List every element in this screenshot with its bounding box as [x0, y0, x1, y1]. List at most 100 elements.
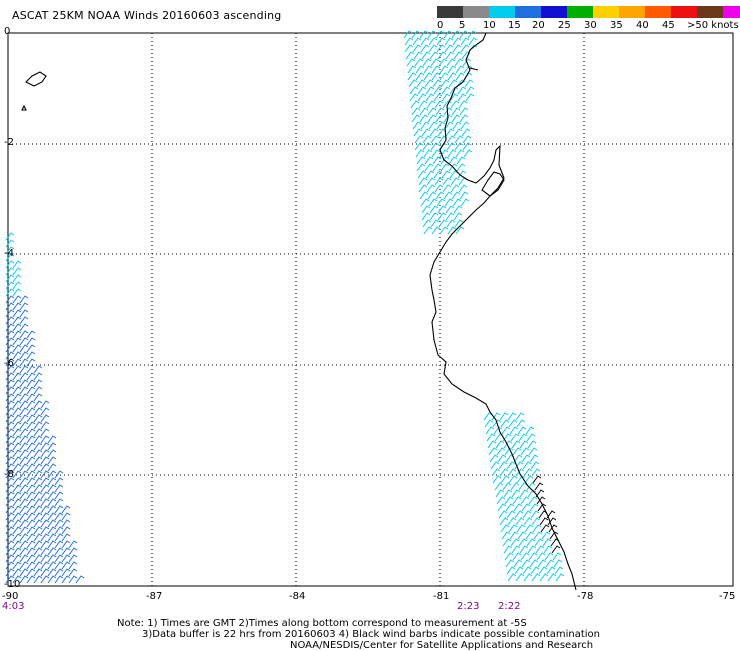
wind-barb [33, 400, 43, 409]
wind-barb [462, 58, 472, 67]
wind-barb [500, 419, 510, 428]
legend-label: 15 [508, 20, 521, 31]
wind-barb [451, 114, 461, 123]
wind-barb [492, 419, 502, 428]
wind-barb [26, 386, 36, 395]
wind-barb [506, 510, 516, 519]
wind-barb [40, 491, 50, 500]
wind-barb [519, 489, 529, 498]
wind-barb [447, 72, 457, 81]
wind-barb [12, 302, 22, 311]
lon-label: -75 [719, 591, 736, 602]
wind-barb [26, 512, 36, 521]
wind-barb [509, 531, 519, 540]
wind-barb [5, 302, 15, 311]
wind-barb [54, 554, 64, 563]
island-outline [481, 171, 505, 197]
wind-barb [523, 517, 533, 526]
lat-label: -2 [4, 137, 14, 148]
wind-barb [409, 86, 419, 95]
wind-barb [445, 205, 455, 214]
wind-barb [460, 121, 470, 130]
wind-barb [19, 428, 29, 437]
wind-barb [515, 468, 525, 477]
wind-barb [452, 121, 462, 130]
wind-barb [440, 156, 450, 165]
wind-barb [524, 475, 534, 484]
wind-barb [518, 482, 528, 491]
wind-barb [501, 531, 511, 540]
wind-barb [518, 433, 528, 442]
wind-barb [436, 37, 446, 46]
wind-barb [516, 475, 526, 484]
wind-barb [502, 482, 512, 491]
wind-barb [407, 65, 417, 74]
wind-barb [455, 65, 465, 74]
wind-barb [409, 93, 419, 102]
wind-barb [26, 330, 36, 339]
wind-barb [5, 372, 15, 381]
wind-barb [5, 330, 15, 339]
wind-barb [546, 566, 556, 575]
wind-barb [454, 135, 464, 144]
wind-barb [506, 566, 516, 575]
pass-time-label: 4:03 [2, 601, 25, 612]
wind-barb [444, 198, 454, 207]
wind-barb [526, 482, 536, 491]
wind-barb [5, 477, 15, 486]
wind-barb [513, 454, 523, 463]
wind-barb [434, 177, 444, 186]
wind-barb [446, 142, 456, 151]
wind-barb [437, 212, 447, 221]
wind-barb [19, 393, 29, 402]
wind-barb [61, 533, 71, 542]
legend-swatch [723, 6, 740, 18]
wind-barb [5, 526, 15, 535]
wind-barb [26, 421, 36, 430]
wind-barb [54, 512, 64, 521]
wind-barb [26, 477, 36, 486]
wind-barb [12, 442, 22, 451]
wind-barb [47, 449, 57, 458]
wind-barb [404, 37, 414, 46]
legend-swatch [463, 6, 489, 18]
wind-barb [26, 344, 36, 353]
wind-barb [504, 552, 514, 561]
wind-barb [448, 163, 458, 172]
wind-barb [68, 547, 78, 556]
wind-barb [19, 351, 29, 360]
wind-barb [435, 107, 445, 116]
wind-barb [522, 566, 532, 575]
wind-barb [517, 426, 527, 435]
wind-barb [554, 566, 564, 575]
wind-barb [541, 531, 551, 540]
wind-barb [411, 30, 421, 39]
wind-barb [520, 552, 530, 561]
wind-barb [519, 440, 529, 449]
wind-barb [19, 498, 29, 507]
wind-barb [19, 449, 29, 458]
wind-barb [438, 58, 448, 67]
wind-barb [33, 512, 43, 521]
wind-barb [413, 51, 423, 60]
wind-barb [448, 156, 458, 165]
wind-barb [536, 496, 546, 505]
wind-barb [456, 156, 466, 165]
wind-barb [61, 505, 71, 514]
wind-barb [12, 519, 22, 528]
wind-barb [432, 79, 442, 88]
wind-barb [546, 510, 556, 519]
wind-barb [429, 212, 439, 221]
wind-barb [431, 72, 441, 81]
wind-barb [495, 489, 505, 498]
wind-barb [26, 533, 36, 542]
lon-label: -81 [433, 591, 450, 602]
wind-barb [484, 419, 494, 428]
wind-barb [5, 365, 15, 374]
wind-barb [457, 86, 467, 95]
wind-barb [26, 561, 36, 570]
legend-label: 5 [459, 20, 466, 31]
wind-barb [446, 58, 456, 67]
wind-barb [494, 482, 504, 491]
wind-barb [512, 496, 522, 505]
